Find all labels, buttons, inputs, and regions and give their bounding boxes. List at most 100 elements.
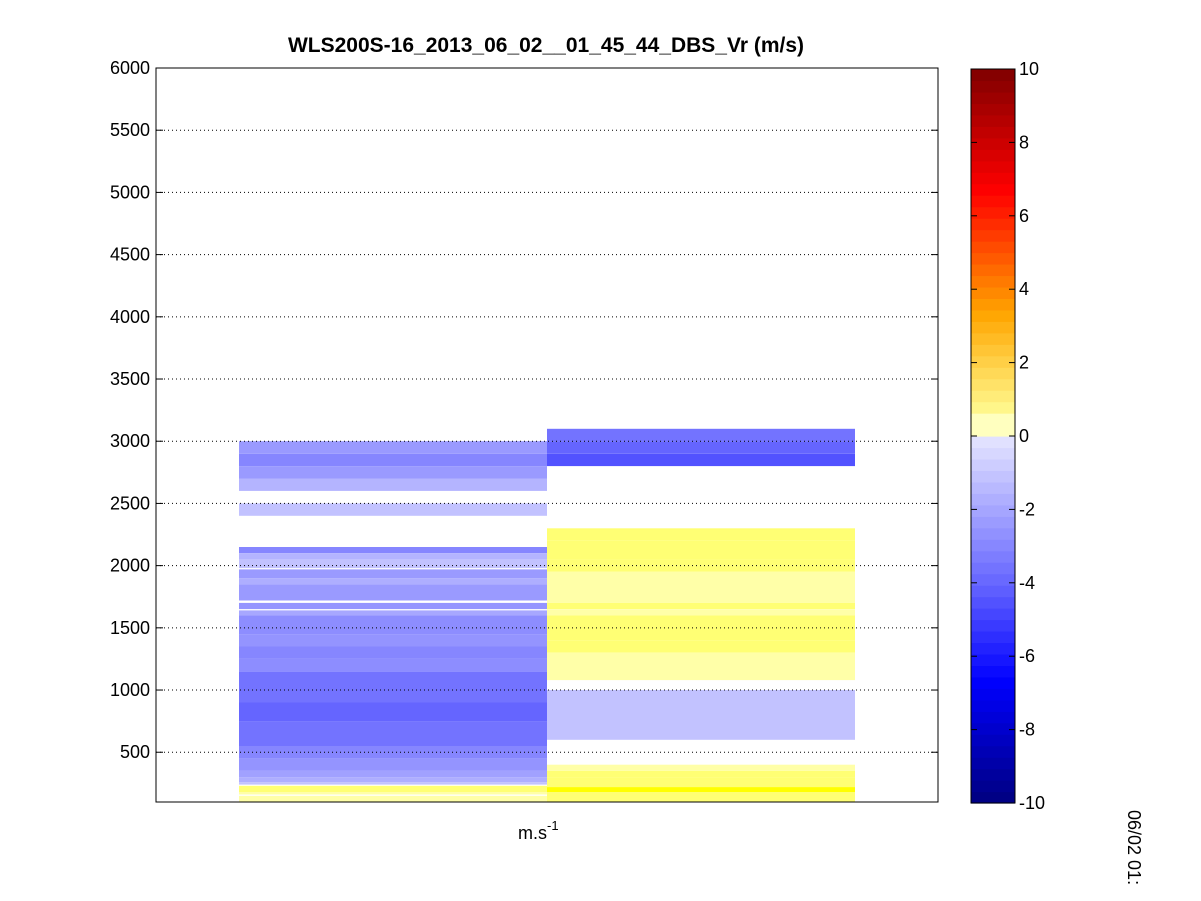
colorbar-tick-label: 8 bbox=[1019, 132, 1029, 152]
heatmap-cell bbox=[239, 547, 547, 554]
colorbar-swatch bbox=[971, 608, 1015, 621]
y-tick-label: 4500 bbox=[110, 245, 150, 265]
colorbar-swatch bbox=[971, 734, 1015, 747]
heatmap-cell bbox=[547, 528, 855, 541]
colorbar-swatch bbox=[971, 69, 1015, 82]
colorbar-tick-label: -2 bbox=[1019, 499, 1035, 519]
heatmap-cell bbox=[547, 571, 855, 603]
colorbar-swatch bbox=[971, 344, 1015, 357]
colorbar-swatch bbox=[971, 401, 1015, 414]
colorbar-swatch bbox=[971, 791, 1015, 804]
colorbar-swatch bbox=[971, 527, 1015, 540]
colorbar-swatch bbox=[971, 424, 1015, 437]
colorbar-swatch bbox=[971, 263, 1015, 277]
colorbar-swatch bbox=[971, 355, 1015, 368]
colorbar-swatch bbox=[971, 699, 1015, 712]
colorbar-swatch bbox=[971, 665, 1015, 678]
colorbar-swatch bbox=[971, 103, 1015, 116]
heatmap-cell bbox=[239, 503, 547, 516]
colorbar-swatch bbox=[971, 195, 1015, 208]
heatmap-cell bbox=[239, 646, 547, 659]
heatmap-cell bbox=[239, 478, 547, 491]
heatmap-cell bbox=[239, 795, 547, 800]
colorbar-swatch bbox=[971, 298, 1015, 311]
colorbar-swatch bbox=[971, 596, 1015, 609]
colorbar-swatch bbox=[971, 321, 1015, 334]
heatmap-cell bbox=[239, 758, 547, 771]
heatmap-cell bbox=[239, 584, 547, 601]
colorbar-swatch bbox=[971, 722, 1015, 735]
heatmap-cell bbox=[547, 646, 855, 653]
heatmap-cell bbox=[547, 441, 855, 454]
colorbar-tick-label: 10 bbox=[1019, 59, 1039, 79]
colorbar-swatch bbox=[971, 493, 1015, 506]
heatmap-cell bbox=[547, 797, 855, 802]
y-tick-label: 3500 bbox=[110, 369, 150, 389]
heatmap-cell bbox=[547, 428, 855, 442]
heatmap-cell bbox=[547, 453, 855, 467]
colorbar-swatch bbox=[971, 458, 1015, 472]
heatmap-cell bbox=[239, 770, 547, 778]
heatmap-cell bbox=[239, 569, 547, 579]
heatmap-cell bbox=[239, 721, 547, 746]
colorbar-swatch bbox=[971, 550, 1015, 563]
colorbar-swatch bbox=[971, 676, 1015, 689]
colorbar-swatch bbox=[971, 114, 1015, 127]
heatmap-cell bbox=[239, 553, 547, 560]
colorbar-swatch bbox=[971, 172, 1015, 185]
heatmap-cell bbox=[239, 799, 547, 802]
colorbar-swatch bbox=[971, 653, 1015, 666]
heatmap-cell bbox=[547, 652, 855, 681]
colorbar-swatch bbox=[971, 780, 1015, 793]
colorbar-swatch bbox=[971, 562, 1015, 575]
colorbar-swatch bbox=[971, 309, 1015, 322]
x-axis-label-base: m.s bbox=[518, 823, 547, 843]
heatmap-cell bbox=[239, 658, 547, 672]
x-axis-label-superscript: -1 bbox=[547, 818, 559, 833]
colorbar-swatch bbox=[971, 711, 1015, 724]
heatmap-cell bbox=[239, 578, 547, 585]
colorbar-ticks: -10 -8 -6 -4 -2 0 2 4 6 8 10 bbox=[971, 59, 1045, 813]
colorbar-tick-label: 0 bbox=[1019, 426, 1029, 446]
colorbar-swatch bbox=[971, 367, 1015, 380]
heatmap-cell bbox=[547, 777, 855, 788]
colorbar-swatch bbox=[971, 252, 1015, 265]
colorbar-swatch bbox=[971, 413, 1015, 426]
colorbar-swatch bbox=[971, 229, 1015, 242]
heatmap-cell bbox=[239, 610, 547, 616]
y-tick-label: 2500 bbox=[110, 493, 150, 513]
heatmap-cell bbox=[547, 690, 855, 740]
colorbar-swatch bbox=[971, 137, 1015, 150]
heatmap-cell bbox=[547, 602, 855, 610]
y-tick-label: 500 bbox=[120, 742, 150, 762]
heatmap-cell bbox=[547, 540, 855, 560]
colorbar-swatch bbox=[971, 470, 1015, 483]
heatmap-cell bbox=[547, 770, 855, 778]
heatmap-cell bbox=[547, 787, 855, 793]
colorbar-swatch bbox=[971, 573, 1015, 586]
colorbar-tick-label: 2 bbox=[1019, 353, 1029, 373]
colorbar-swatch bbox=[971, 91, 1015, 105]
colorbar-swatch bbox=[971, 80, 1015, 93]
colorbar-tick-label: 4 bbox=[1019, 279, 1029, 299]
heatmap-cell bbox=[239, 782, 547, 785]
heatmap-cell bbox=[239, 777, 547, 783]
y-tick-label: 5000 bbox=[110, 182, 150, 202]
heatmap-cell bbox=[239, 671, 547, 703]
y-tick-label: 4000 bbox=[110, 307, 150, 327]
colorbar-swatch bbox=[971, 378, 1015, 391]
colorbar-swatch bbox=[971, 275, 1015, 288]
colorbar-swatch bbox=[971, 447, 1015, 460]
colorbar-tick-label: -4 bbox=[1019, 573, 1035, 593]
colorbar-swatch bbox=[971, 539, 1015, 552]
heatmap-cell bbox=[547, 764, 855, 771]
y-tick-label: 1500 bbox=[110, 618, 150, 638]
heatmap-cell bbox=[239, 785, 547, 792]
heatmap-cell bbox=[239, 702, 547, 722]
colorbar-swatch bbox=[971, 619, 1015, 632]
time-side-label: 06/02 01: bbox=[1124, 810, 1144, 885]
colorbar-swatch bbox=[971, 332, 1015, 345]
colorbar-swatch bbox=[971, 149, 1015, 162]
heatmap-cell bbox=[239, 602, 547, 610]
